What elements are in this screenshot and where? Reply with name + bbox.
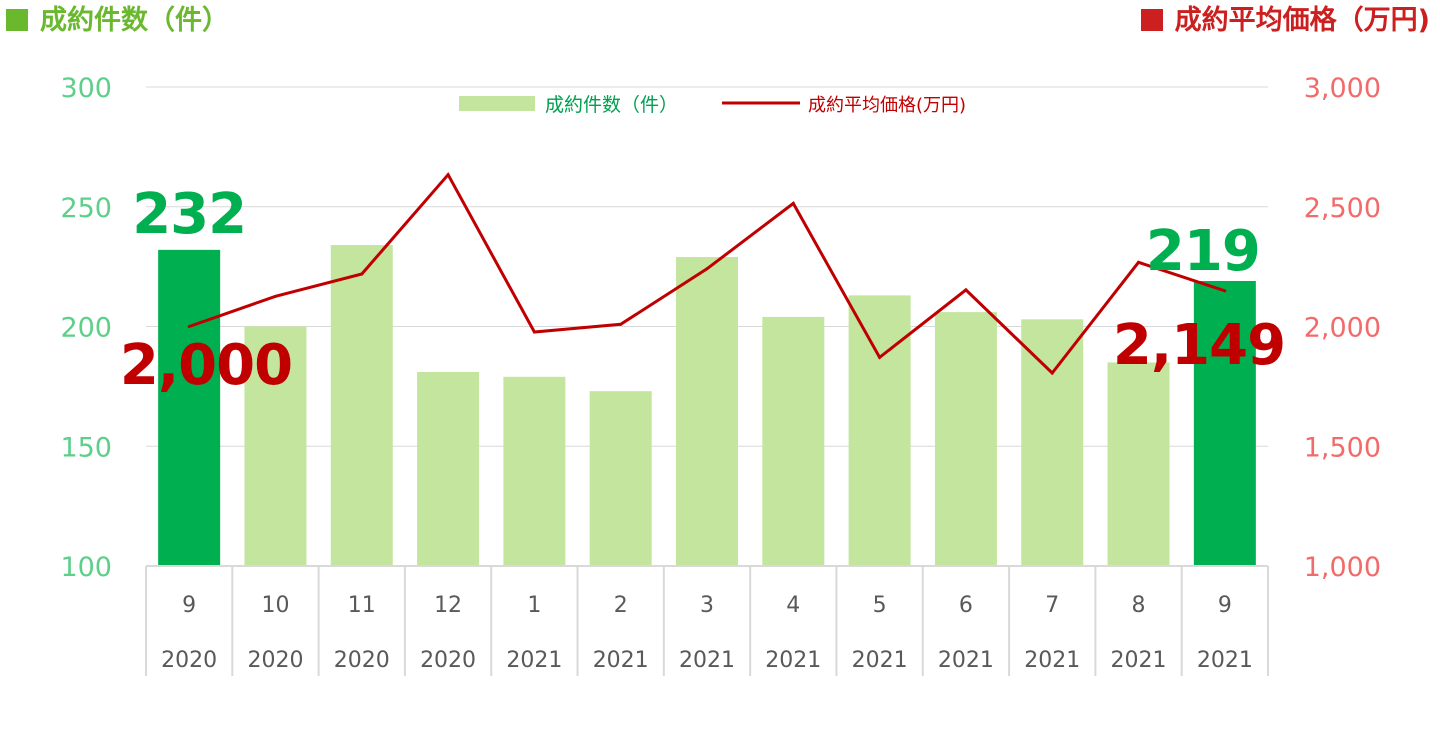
- bar-5: [589, 391, 652, 566]
- bar-6: [676, 257, 738, 566]
- right-tick-label: 1,500: [1304, 432, 1381, 463]
- price-point-8: [878, 355, 882, 359]
- month-label: 3: [700, 593, 714, 618]
- month-label: 4: [786, 593, 800, 618]
- red-square-icon: [1140, 9, 1163, 31]
- data-label-callout: 2,000: [120, 333, 292, 398]
- year-label: 2020: [247, 648, 303, 673]
- right-axis-title-text: 成約平均価格（万円): [1174, 5, 1430, 36]
- right-tick-label: 1,000: [1304, 552, 1381, 583]
- price-point-7: [791, 201, 795, 205]
- month-label: 8: [1132, 593, 1146, 618]
- price-point-4: [532, 330, 536, 334]
- year-label: 2020: [334, 648, 390, 673]
- year-label: 2021: [938, 648, 994, 673]
- year-label: 2021: [1111, 648, 1167, 673]
- month-label: 5: [873, 593, 887, 618]
- left-tick-label: 150: [60, 432, 112, 463]
- data-label-callout: 232: [132, 182, 246, 247]
- month-label: 2: [614, 593, 628, 618]
- month-label: 1: [527, 593, 541, 618]
- price-point-0: [187, 325, 191, 328]
- year-label: 2020: [161, 648, 217, 673]
- bar-4: [503, 376, 566, 566]
- month-label: 9: [1218, 593, 1232, 618]
- green-square-icon: [6, 9, 28, 31]
- bar-11: [1107, 362, 1170, 566]
- year-label: 2021: [506, 648, 562, 673]
- price-point-5: [619, 322, 623, 326]
- bar-0: [158, 249, 221, 567]
- data-label-callout: 2,149: [1113, 313, 1285, 378]
- price-point-1: [273, 294, 277, 298]
- right-tick-label: 3,000: [1304, 73, 1381, 104]
- price-point-12: [1223, 289, 1227, 293]
- price-point-2: [360, 272, 364, 276]
- right-tick-label: 2,500: [1304, 193, 1381, 224]
- month-label: 9: [182, 593, 196, 618]
- bar-10: [1021, 319, 1084, 566]
- month-label: 10: [261, 593, 289, 618]
- left-tick-label: 100: [60, 552, 112, 583]
- price-point-9: [964, 288, 968, 292]
- left-axis-title: 成約件数（件）: [6, 4, 229, 38]
- left-tick-label: 200: [60, 313, 112, 344]
- year-label: 2021: [679, 648, 735, 673]
- legend-bar-swatch: [459, 96, 535, 111]
- price-point-10: [1050, 371, 1054, 375]
- left-axis-title-text: 成約件数（件）: [40, 5, 229, 36]
- legend-bar-label: 成約件数（件）: [545, 94, 678, 116]
- month-label: 7: [1045, 593, 1059, 618]
- month-label: 6: [959, 593, 973, 618]
- year-label: 2021: [1024, 648, 1080, 673]
- right-axis-title: 成約平均価格（万円): [1140, 4, 1430, 38]
- bar-7: [762, 316, 825, 566]
- left-tick-label: 250: [60, 193, 112, 224]
- year-label: 2021: [765, 648, 821, 673]
- bar-2: [330, 245, 393, 566]
- price-point-6: [705, 267, 709, 271]
- price-point-3: [446, 173, 450, 177]
- month-label: 12: [434, 593, 462, 618]
- year-label: 2021: [593, 648, 649, 673]
- bar-12: [1193, 280, 1256, 566]
- bar-8: [848, 295, 911, 566]
- bar-3: [417, 372, 480, 566]
- year-label: 2020: [420, 648, 476, 673]
- data-label-callout: 219: [1146, 219, 1260, 284]
- bar-1: [244, 326, 307, 566]
- year-label: 2021: [852, 648, 908, 673]
- year-label: 2021: [1197, 648, 1253, 673]
- legend-line-label: 成約平均価格(万円): [808, 95, 966, 116]
- bar-9: [934, 312, 997, 566]
- left-tick-label: 300: [60, 73, 112, 104]
- price-point-11: [1137, 260, 1141, 264]
- right-tick-label: 2,000: [1304, 313, 1381, 344]
- month-label: 11: [348, 593, 376, 618]
